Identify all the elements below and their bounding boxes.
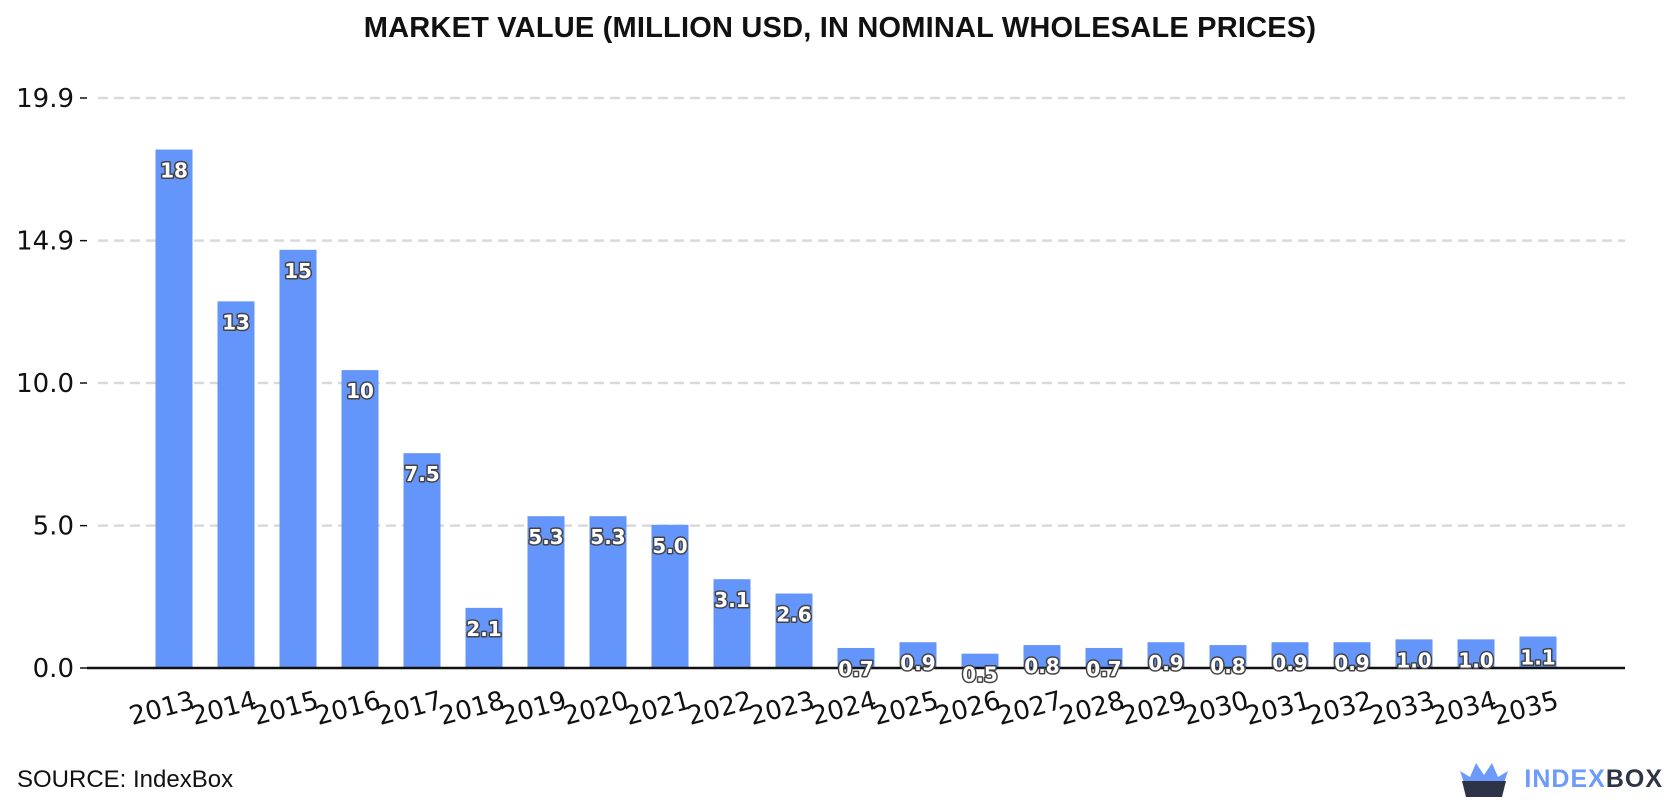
bar	[1147, 642, 1185, 668]
data-label: 0.8	[1210, 654, 1245, 678]
x-tick-label: 2020	[560, 686, 632, 732]
x-tick-label: 2017	[374, 686, 446, 732]
bar	[1271, 642, 1309, 668]
bar	[341, 370, 379, 668]
data-label: 15	[284, 259, 312, 283]
data-label: 0.7	[838, 657, 873, 681]
data-label: 13	[222, 310, 250, 334]
bar	[1519, 636, 1557, 668]
bar	[961, 653, 999, 668]
data-label: 1.0	[1396, 648, 1431, 672]
x-tick-label: 2019	[498, 686, 570, 732]
x-tick-label: 2024	[808, 686, 880, 732]
data-label: 5.0	[652, 534, 687, 558]
x-tick-label: 2033	[1366, 686, 1438, 732]
data-label: 2.1	[466, 617, 501, 641]
data-label: 10	[346, 379, 374, 403]
x-tick-label: 2029	[1118, 686, 1190, 732]
bar	[713, 579, 751, 668]
x-tick-label: 2035	[1490, 686, 1562, 732]
data-label: 7.5	[404, 462, 439, 486]
data-label: 0.9	[1272, 651, 1307, 675]
bar	[1085, 647, 1123, 668]
bar	[899, 642, 937, 668]
bar	[465, 607, 503, 668]
bar	[527, 516, 565, 668]
bar	[1209, 645, 1247, 668]
x-tick-label: 2028	[1056, 686, 1128, 732]
bar	[775, 593, 813, 668]
source-note: SOURCE: IndexBox	[17, 766, 234, 793]
x-tick-label: 2015	[250, 686, 322, 732]
x-tick-label: 2014	[188, 686, 260, 732]
y-tick-label: 10.0	[16, 369, 74, 399]
bar	[279, 249, 317, 668]
data-label: 18	[160, 159, 188, 183]
data-label: 0.9	[1148, 651, 1183, 675]
data-label: 3.1	[714, 588, 749, 612]
data-label: 5.3	[590, 525, 625, 549]
bar	[1457, 639, 1495, 668]
x-tick-label: 2023	[746, 686, 818, 732]
data-label: 2.6	[776, 603, 811, 627]
chart-title: MARKET VALUE (MILLION USD, IN NOMINAL WH…	[363, 12, 1317, 44]
data-label: 0.9	[900, 651, 935, 675]
y-tick-label: 0.0	[33, 654, 74, 684]
bar	[217, 301, 255, 668]
y-tick-label: 19.9	[16, 84, 74, 114]
data-label: 5.3	[528, 525, 563, 549]
bar	[651, 524, 689, 668]
logo-text: INDEXBOX	[1524, 764, 1663, 793]
bar	[589, 516, 627, 668]
bar	[837, 647, 875, 668]
x-tick-label: 2034	[1428, 686, 1500, 732]
data-label: 1.0	[1458, 648, 1493, 672]
data-label: 0.7	[1086, 657, 1121, 681]
bar	[1333, 642, 1371, 668]
x-tick-label: 2018	[436, 686, 508, 732]
bar	[403, 453, 441, 668]
crown-basket-icon	[1460, 763, 1509, 797]
data-label: 1.1	[1520, 645, 1555, 669]
data-label: 0.5	[962, 663, 997, 687]
y-tick-label: 5.0	[33, 512, 74, 542]
x-tick-label: 2025	[870, 686, 942, 732]
x-tick-label: 2016	[312, 686, 384, 732]
data-label: 0.9	[1334, 651, 1369, 675]
bar	[155, 149, 193, 668]
bar	[1023, 645, 1061, 668]
x-tick-label: 2022	[684, 686, 756, 732]
x-tick-label: 2027	[994, 686, 1066, 732]
x-tick-label: 2032	[1304, 686, 1376, 732]
indexbox-logo: INDEXBOX	[1458, 758, 1663, 800]
x-tick-label: 2030	[1180, 686, 1252, 732]
x-tick-label: 2026	[932, 686, 1004, 732]
data-label: 0.8	[1024, 654, 1059, 678]
y-tick-label: 14.9	[16, 227, 74, 257]
x-tick-label: 2013	[126, 686, 198, 732]
x-tick-label: 2031	[1242, 686, 1314, 732]
x-tick-label: 2021	[622, 686, 694, 732]
bar	[1395, 639, 1433, 668]
